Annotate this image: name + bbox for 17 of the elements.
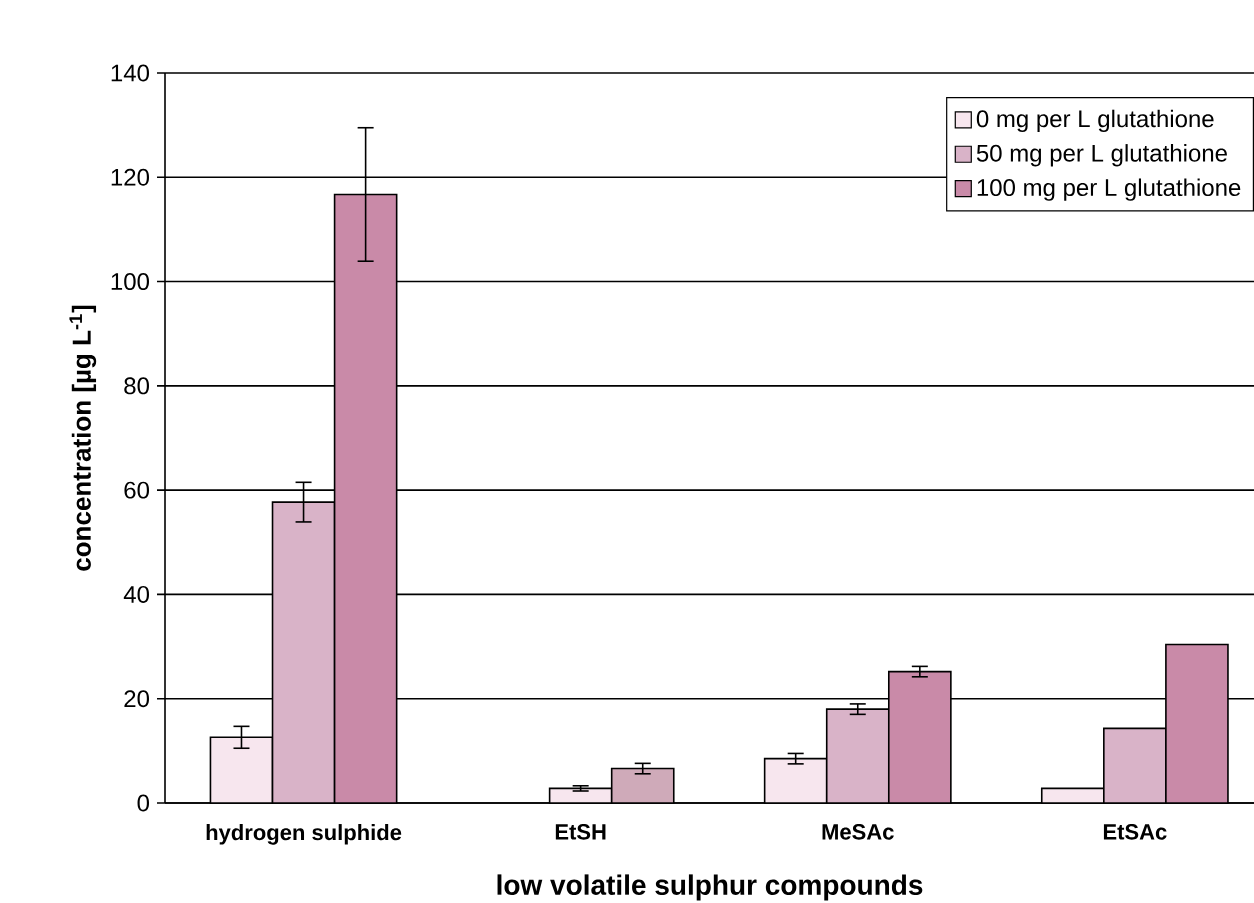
y-tick-label: 80	[124, 377, 150, 395]
y-tick-label: 0	[137, 794, 150, 812]
y-tick-label: 40	[123, 585, 150, 603]
y-axis-title: concentration [µg L$^{-1}$]	[69, 305, 97, 571]
x-tick-label: MeSAc	[822, 824, 894, 840]
x-axis-title: low volatile sulphur compounds	[497, 874, 923, 901]
y-tick-label: 60	[124, 481, 150, 499]
x-tick-label: EtSAc	[1103, 824, 1167, 840]
y-tick-label: 120	[111, 168, 149, 186]
y-tick-label: 140	[111, 64, 149, 82]
y-tick-label: 20	[124, 690, 150, 708]
legend-label: 50 mg per L glutathione	[976, 144, 1227, 167]
x-tick-label: hydrogen sulphide	[206, 824, 402, 845]
legend-label: 100 mg per L glutathione	[977, 178, 1241, 201]
y-tick-label: 100	[111, 273, 149, 291]
legend-label: 0 mg per L glutathione	[976, 109, 1214, 133]
x-tick-label: EtSH	[555, 824, 606, 840]
